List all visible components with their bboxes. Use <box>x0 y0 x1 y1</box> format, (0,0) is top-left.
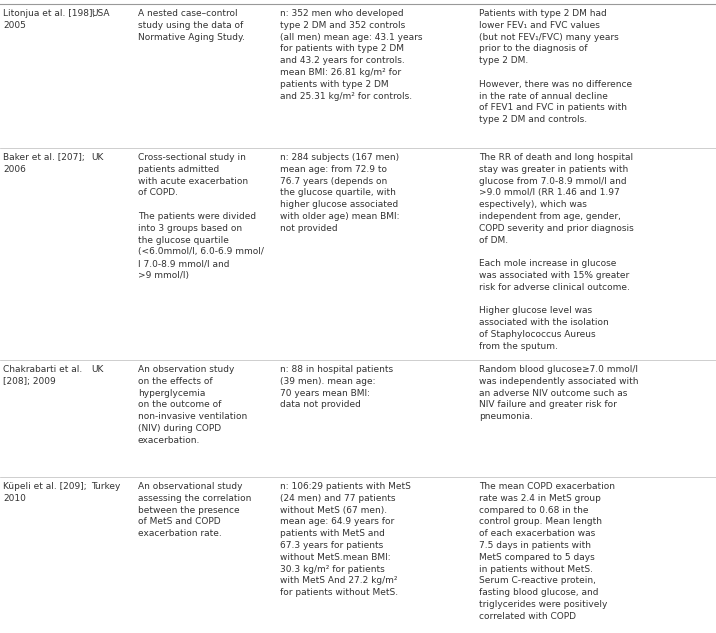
Text: An observational study
assessing the correlation
between the presence
of MetS an: An observational study assessing the cor… <box>138 482 251 538</box>
Text: n: 88 in hospital patients
(39 men). mean age:
70 years mean BMI:
data not provi: n: 88 in hospital patients (39 men). mea… <box>280 365 393 410</box>
Text: Random blood glucose≥7.0 mmol/l
was independently associated with
an adverse NIV: Random blood glucose≥7.0 mmol/l was inde… <box>479 365 639 421</box>
Text: Cross-sectional study in
patients admitted
with acute exacerbation
of COPD.

The: Cross-sectional study in patients admitt… <box>138 153 264 280</box>
Text: UK: UK <box>91 153 103 162</box>
Text: Litonjua et al. [198];
2005: Litonjua et al. [198]; 2005 <box>3 9 95 30</box>
Text: Küpeli et al. [209];
2010: Küpeli et al. [209]; 2010 <box>3 482 87 503</box>
Text: Chakrabarti et al.
[208]; 2009: Chakrabarti et al. [208]; 2009 <box>3 365 82 385</box>
Text: Baker et al. [207];
2006: Baker et al. [207]; 2006 <box>3 153 84 174</box>
Text: n: 352 men who developed
type 2 DM and 352 controls
(all men) mean age: 43.1 yea: n: 352 men who developed type 2 DM and 3… <box>280 9 422 101</box>
Text: The mean COPD exacerbation
rate was 2.4 in MetS group
compared to 0.68 in the
co: The mean COPD exacerbation rate was 2.4 … <box>479 482 615 621</box>
Text: n: 284 subjects (167 men)
mean age: from 72.9 to
76.7 years (depends on
the gluc: n: 284 subjects (167 men) mean age: from… <box>280 153 400 233</box>
Text: Turkey: Turkey <box>91 482 120 491</box>
Text: A nested case–control
study using the data of
Normative Aging Study.: A nested case–control study using the da… <box>138 9 245 42</box>
Text: UK: UK <box>91 365 103 374</box>
Text: Patients with type 2 DM had
lower FEV₁ and FVC values
(but not FEV₁/FVC) many ye: Patients with type 2 DM had lower FEV₁ a… <box>479 9 632 124</box>
Text: The RR of death and long hospital
stay was greater in patients with
glucose from: The RR of death and long hospital stay w… <box>479 153 634 351</box>
Text: n: 106:29 patients with MetS
(24 men) and 77 patients
without MetS (67 men).
mea: n: 106:29 patients with MetS (24 men) an… <box>280 482 411 597</box>
Text: USA: USA <box>91 9 110 18</box>
Text: An observation study
on the effects of
hyperglycemia
on the outcome of
non-invas: An observation study on the effects of h… <box>138 365 247 445</box>
